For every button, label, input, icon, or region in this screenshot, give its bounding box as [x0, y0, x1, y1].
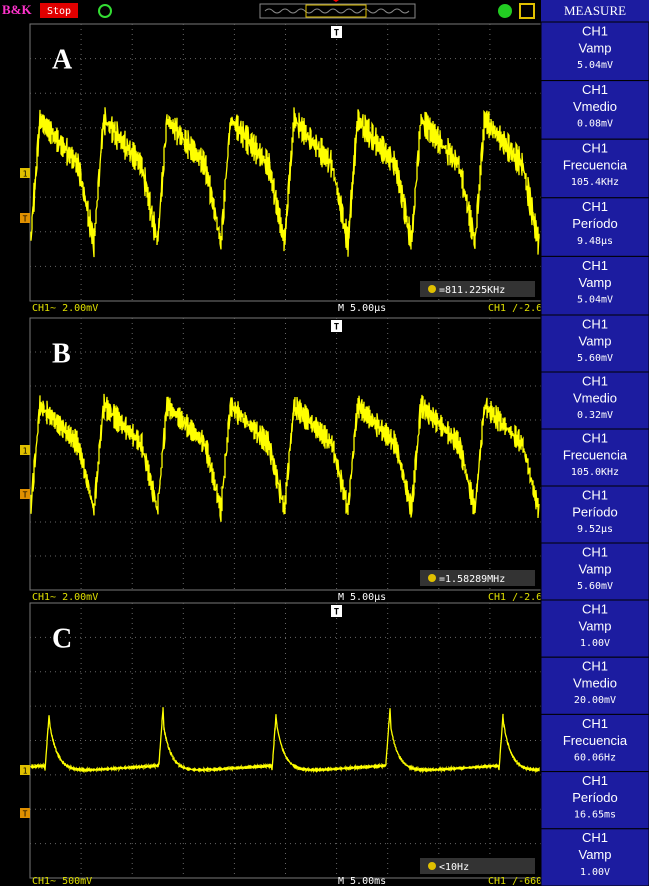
panel-label: C: [52, 623, 72, 654]
frequency-counter-box: [420, 858, 535, 874]
usb-icon: [498, 4, 512, 18]
trigger-position-label: T: [334, 29, 340, 39]
measure-title: MEASURE: [564, 3, 626, 18]
scope-panel: AT1T=811.225KHzCH1~ 2.00mVM 5.00µsCH1 /-…: [20, 22, 649, 315]
measure-name: Vamp: [579, 618, 612, 633]
measure-name: Vamp: [579, 40, 612, 55]
measure-value: 1.00V: [580, 867, 610, 878]
frequency-counter-icon: [428, 574, 436, 582]
measure-name: Vmedio: [573, 390, 617, 405]
measure-value: 5.60mV: [577, 353, 613, 364]
measure-value: 9.52µs: [577, 524, 613, 535]
measure-channel: CH1: [582, 487, 608, 502]
measure-name: Vamp: [579, 275, 612, 290]
measure-channel: CH1: [582, 716, 608, 731]
measure-value: 20.00mV: [574, 695, 616, 706]
trigger-level-label: T: [23, 491, 28, 500]
timebase: M 5.00µs: [338, 303, 386, 314]
measure-channel: CH1: [582, 373, 608, 388]
measure-channel: CH1: [582, 830, 608, 845]
frequency-counter: <10Hz: [439, 862, 469, 873]
frequency-counter-icon: [428, 285, 436, 293]
measure-value: 105.4KHz: [571, 177, 619, 188]
measure-value: 5.04mV: [577, 294, 613, 305]
measure-name: Vamp: [579, 847, 612, 862]
trigger-position-label: T: [334, 323, 340, 333]
channel-marker-label: 1: [23, 170, 28, 179]
measure-channel: CH1: [582, 659, 608, 674]
measure-value: 0.32mV: [577, 410, 613, 421]
measure-channel: CH1: [582, 316, 608, 331]
measure-value: 5.60mV: [577, 581, 613, 592]
measure-value: 0.08mV: [577, 119, 613, 130]
channel-scale: CH1~ 2.00mV: [32, 592, 98, 603]
frequency-counter: =1.58289MHz: [439, 574, 505, 585]
channel-marker-label: 1: [23, 767, 28, 776]
measure-value: 16.65ms: [574, 810, 616, 821]
measure-value: 1.00V: [580, 638, 610, 649]
measure-channel: CH1: [582, 544, 608, 559]
measure-channel: CH1: [582, 773, 608, 788]
timebase: M 5.00ms: [338, 876, 386, 886]
measure-name: Período: [572, 504, 618, 519]
measure-name: Período: [572, 216, 618, 231]
run-status: Stop: [47, 6, 71, 17]
measure-channel: CH1: [582, 430, 608, 445]
panel-label: B: [52, 338, 71, 369]
measure-channel: CH1: [582, 141, 608, 156]
measure-channel: CH1: [582, 258, 608, 273]
trigger-level-label: T: [23, 215, 28, 224]
measure-name: Frecuencia: [563, 158, 628, 173]
measure-name: Vamp: [579, 561, 612, 576]
frequency-counter: =811.225KHz: [439, 285, 505, 296]
measure-name: Frecuencia: [563, 733, 628, 748]
measure-channel: CH1: [582, 82, 608, 97]
measure-name: Vamp: [579, 333, 612, 348]
measure-value: 5.04mV: [577, 60, 613, 71]
frequency-counter-icon: [428, 862, 436, 870]
measure-channel: CH1: [582, 601, 608, 616]
trigger-position-label: T: [334, 608, 340, 618]
measure-value: 60.06Hz: [574, 752, 616, 763]
measure-name: Frecuencia: [563, 447, 628, 462]
oscilloscope-screens: B&K Stop MEASURE A T 1 T =811.225KHz CH1~ 2.0…: [0, 0, 649, 886]
measure-channel: CH1: [582, 199, 608, 214]
panel-label: A: [52, 44, 73, 75]
measure-value: 105.0KHz: [571, 467, 619, 478]
timebase: M 5.00µs: [338, 592, 386, 603]
measure-name: Vmedio: [573, 99, 617, 114]
measure-value: 9.48µs: [577, 236, 613, 247]
channel-scale: CH1~ 2.00mV: [32, 303, 98, 314]
trigger-level-label: T: [23, 810, 28, 819]
measure-name: Vmedio: [573, 676, 617, 691]
channel-marker-label: 1: [23, 447, 28, 456]
channel-scale: CH1~ 500mV: [32, 876, 92, 886]
measure-name: Período: [572, 790, 618, 805]
brand: B&K: [2, 2, 33, 17]
measure-channel: CH1: [582, 23, 608, 38]
